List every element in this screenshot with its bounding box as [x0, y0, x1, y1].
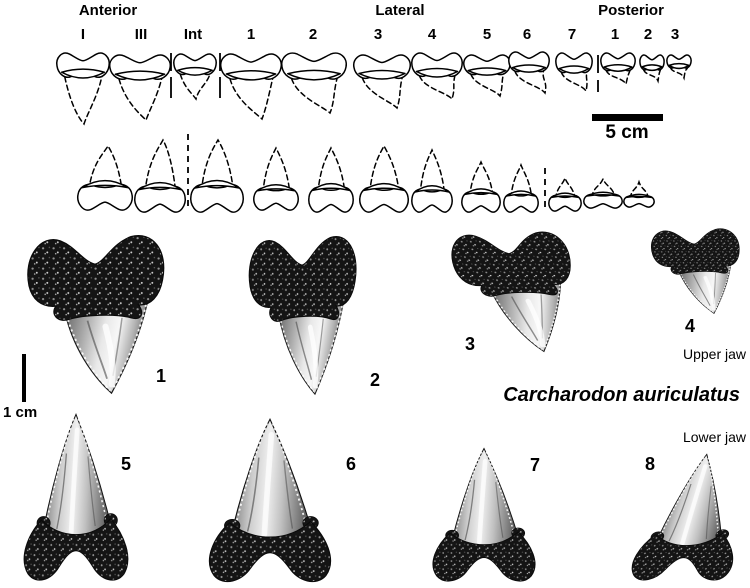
scale-label-5cm: 5 cm: [605, 122, 649, 143]
scale-bar-5cm: [592, 114, 663, 121]
tooth-photo-2: [249, 237, 356, 395]
tooth-position-label-p1: 1: [610, 26, 620, 43]
tooth-position-label-III: III: [134, 26, 148, 43]
photo-number-6: 6: [345, 454, 357, 474]
tooth-position-label-l7: 7: [567, 26, 577, 43]
photo-number-4: 4: [684, 316, 696, 336]
tooth-position-label-int: Int: [183, 26, 203, 43]
species-name: Carcharodon auriculatus: [503, 384, 740, 406]
tooth-position-label-p2: 2: [643, 26, 653, 43]
upper-jaw-label: Upper jaw: [682, 346, 746, 362]
section-label-anterior: Anterior: [78, 2, 138, 19]
tooth-photo-5: [24, 414, 128, 580]
tooth-photo-1: [28, 236, 164, 394]
tooth-position-label-l2: 2: [308, 26, 318, 43]
scale-label-1cm: 1 cm: [3, 404, 38, 421]
photo-number-5: 5: [120, 454, 132, 474]
section-label-posterior: Posterior: [598, 2, 664, 19]
tooth-position-label-p3: 3: [670, 26, 680, 43]
tooth-position-label-l4: 4: [427, 26, 437, 43]
lower-jaw-label: Lower jaw: [682, 429, 746, 445]
photo-number-3: 3: [464, 334, 476, 354]
tooth-position-label-l1: 1: [246, 26, 256, 43]
photo-number-7: 7: [529, 455, 541, 475]
tooth-position-label-I: I: [80, 26, 86, 43]
section-label-lateral: Lateral: [375, 2, 425, 19]
tooth-position-label-l3: 3: [373, 26, 383, 43]
upper-jaw-outline-row: [56, 51, 692, 126]
tooth-position-label-l6: 6: [522, 26, 532, 43]
tooth-photo-7: [433, 448, 535, 581]
tooth-position-label-l5: 5: [482, 26, 492, 43]
photo-number-8: 8: [644, 454, 656, 474]
photo-number-1: 1: [155, 366, 167, 386]
photo-number-2: 2: [369, 370, 381, 390]
tooth-photo-6: [209, 419, 330, 581]
scale-bar-1cm: [22, 354, 26, 402]
lower-jaw-outline-row: [77, 134, 655, 213]
tooth-photo-4: [646, 226, 750, 316]
